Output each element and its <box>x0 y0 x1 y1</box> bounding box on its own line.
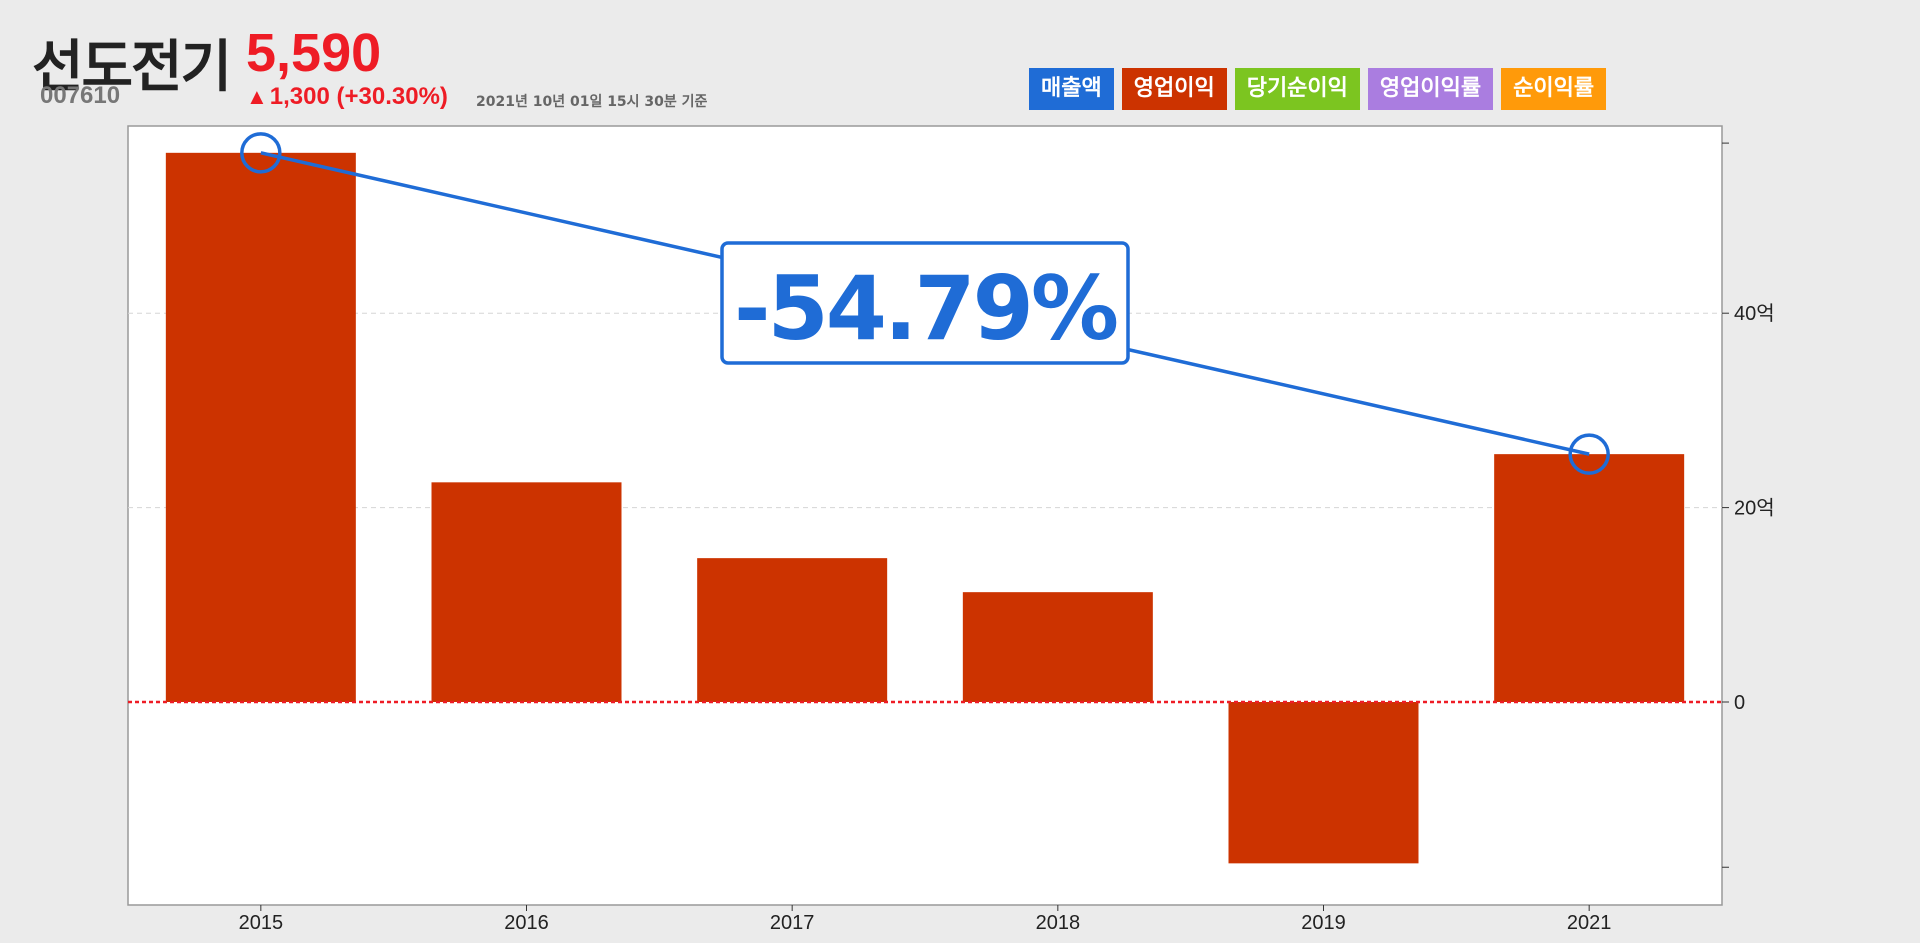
bar-2018 <box>962 592 1153 702</box>
trend-start-marker <box>240 132 282 174</box>
up-arrow-icon: ▲ <box>246 84 268 109</box>
price-change: ▲ 1,300 (+30.30%) <box>246 83 448 111</box>
x-tick-label: 2021 <box>1567 912 1612 934</box>
legend-item-operating-margin[interactable]: 영업이익률 <box>1367 68 1494 110</box>
bar-2019 <box>1228 702 1419 864</box>
x-tick-label: 2017 <box>770 912 815 934</box>
x-tick-label: 2016 <box>504 912 549 934</box>
price-change-value: 1,300 (+30.30%) <box>269 83 448 110</box>
legend-item-net-margin[interactable]: 순이익률 <box>1501 68 1607 110</box>
timestamp: 2021년 10년 01일 15시 30분 기준 <box>476 94 708 110</box>
legend-item-revenue[interactable]: 매출액 <box>1029 68 1114 110</box>
legend-item-net-income[interactable]: 당기순이익 <box>1234 68 1360 110</box>
bar-2016 <box>431 482 622 702</box>
x-tick-label: 2018 <box>1036 912 1081 934</box>
bar-2017 <box>697 558 888 702</box>
legend-item-operating-profit[interactable]: 영업이익 <box>1121 68 1227 110</box>
x-tick-label: 2015 <box>239 912 284 934</box>
change-annotation-label: -54.79% <box>734 257 1117 360</box>
legend: 매출액 영업이익 당기순이익 영업이익률 순이익률 <box>1029 68 1607 110</box>
x-tick-label: 2019 <box>1301 912 1346 934</box>
y-tick-label: 40억 <box>1734 302 1775 325</box>
header: 선도전기 007610 5,590 ▲ 1,300 (+30.30%) 2021… <box>0 0 1920 125</box>
y-tick-label: 20억 <box>1734 497 1775 520</box>
company-name: 선도전기 <box>32 35 232 100</box>
stock-price: 5,590 <box>246 23 382 83</box>
change-annotation-box <box>720 241 1130 365</box>
trend-end-marker <box>1568 433 1610 475</box>
bar-2021 <box>1494 454 1685 702</box>
y-tick-label: 0 <box>1734 692 1745 714</box>
stock-code: 007610 <box>40 82 121 109</box>
bar-2015 <box>165 152 356 702</box>
